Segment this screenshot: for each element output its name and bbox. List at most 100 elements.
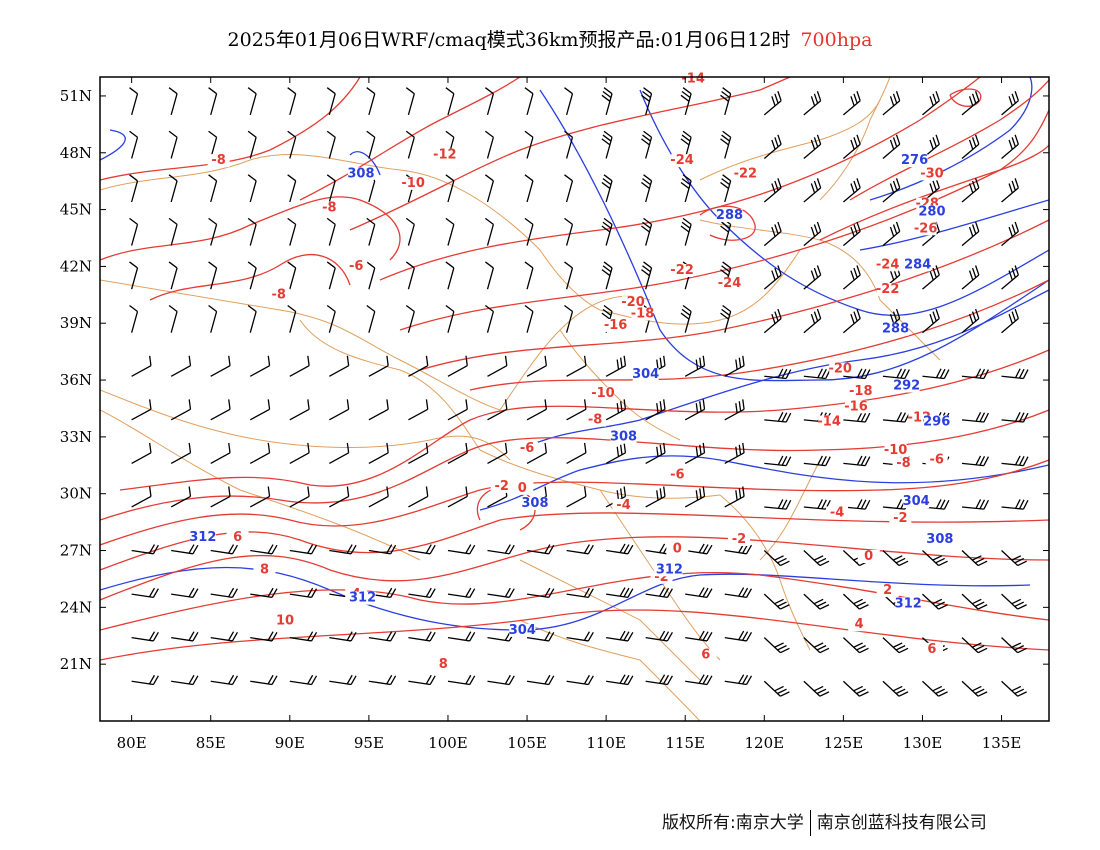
height-contour (479, 455, 1049, 511)
temperature-isotherm (100, 609, 1049, 661)
label-backdrop (267, 288, 290, 302)
wind-barb (329, 674, 357, 686)
label-backdrop (694, 648, 717, 662)
label-backdrop (511, 481, 534, 495)
label-backdrop (253, 563, 276, 577)
boundary-line (879, 299, 941, 361)
label-backdrop (925, 453, 948, 467)
wind-barb (680, 174, 692, 203)
wind-barb (842, 178, 861, 203)
wind-barb (171, 674, 199, 686)
wind-barb (961, 412, 990, 423)
wind-barb (882, 178, 901, 203)
temperature-isotherm (699, 205, 756, 241)
wind-barb (1001, 499, 1029, 510)
wind-barb (329, 486, 350, 508)
wind-barb (720, 174, 732, 203)
temperature-label: -24 (718, 276, 742, 291)
height-label: 284 (904, 257, 931, 272)
wind-barb (289, 486, 310, 508)
wind-barb (922, 593, 948, 610)
wind-barb (961, 499, 990, 510)
footer-separator (809, 810, 811, 836)
label-backdrop (612, 498, 635, 512)
wind-barb (484, 217, 495, 246)
temperature-isotherm (349, 77, 791, 231)
wind-barb (1001, 178, 1019, 203)
wind-barb (249, 486, 271, 508)
wind-barb (289, 442, 310, 464)
lat-tick-label: 30N (60, 485, 92, 503)
wind-barb (1001, 134, 1019, 159)
height-label: 312 (349, 591, 376, 606)
height-label: 304 (903, 494, 930, 509)
label-backdrop (318, 201, 341, 215)
wind-barb (601, 130, 613, 159)
temperature-isotherm (419, 219, 1049, 371)
wind-barb (405, 87, 415, 116)
label-backdrop (207, 154, 230, 168)
temperature-label: -2 (495, 479, 509, 494)
wind-barb (961, 91, 980, 116)
wind-barb (1001, 368, 1029, 380)
wind-barb (922, 550, 948, 567)
wind-barb (487, 587, 515, 599)
wind-barb (564, 174, 574, 203)
label-backdrop (622, 296, 645, 310)
wind-barb (210, 399, 231, 421)
temperature-label: -16 (844, 399, 868, 414)
wind-barb (408, 544, 436, 555)
wind-barb (641, 87, 653, 116)
label-backdrop (682, 72, 705, 86)
label-backdrop (918, 205, 945, 219)
temperature-isotherm (399, 109, 1049, 331)
wind-barb (168, 130, 178, 159)
wind-barb (368, 355, 389, 377)
lat-tick-label: 21N (60, 655, 92, 673)
height-label: 312 (895, 596, 922, 611)
temperature-label: -10 (591, 386, 615, 401)
wind-barb (408, 587, 436, 599)
wind-barb (329, 631, 357, 642)
temperature-label: -4 (616, 498, 630, 513)
label-backdrop (610, 430, 637, 444)
label-backdrop (734, 167, 757, 181)
wind-barb (605, 442, 627, 464)
wind-barb (408, 399, 429, 421)
label-backdrop (818, 415, 841, 429)
wind-barb (645, 442, 666, 464)
temperature-label: -8 (211, 153, 225, 168)
temperature-isotherm (100, 409, 1049, 521)
wind-barb (247, 217, 257, 246)
wind-barb (724, 355, 745, 377)
wind-barb (249, 399, 271, 421)
wind-barb (564, 87, 574, 116)
wind-barb (405, 305, 415, 333)
wind-barb (368, 486, 389, 508)
wind-barb (763, 178, 782, 203)
wind-barb (724, 399, 745, 421)
contour-labels: -14-8 -12-10-8-6-8-24-22 -30-28-26-24-22-2… (189, 72, 953, 672)
temperature-label: 2 (883, 583, 892, 598)
wind-barb (803, 134, 822, 159)
temperature-label: -20 (621, 295, 645, 310)
wind-barb (961, 265, 980, 290)
temperature-label: -6 (670, 468, 684, 483)
temperature-label: -24 (876, 257, 900, 272)
wind-barb (131, 587, 159, 599)
wind-barb (129, 87, 139, 116)
wind-barb (842, 134, 861, 159)
wind-barb (922, 680, 948, 697)
wind-barb (882, 680, 909, 697)
height-label: 292 (893, 379, 920, 394)
wind-barb (601, 174, 613, 203)
wind-barb (606, 543, 634, 555)
wind-barb (842, 593, 869, 610)
wind-barb (605, 355, 627, 377)
wind-barb (763, 221, 782, 247)
temperature-label: 6 (701, 647, 710, 662)
wind-barb (408, 674, 436, 686)
wind-barb (1001, 308, 1019, 334)
wind-barb (524, 130, 534, 159)
lon-tick-label: 100E (428, 734, 468, 752)
